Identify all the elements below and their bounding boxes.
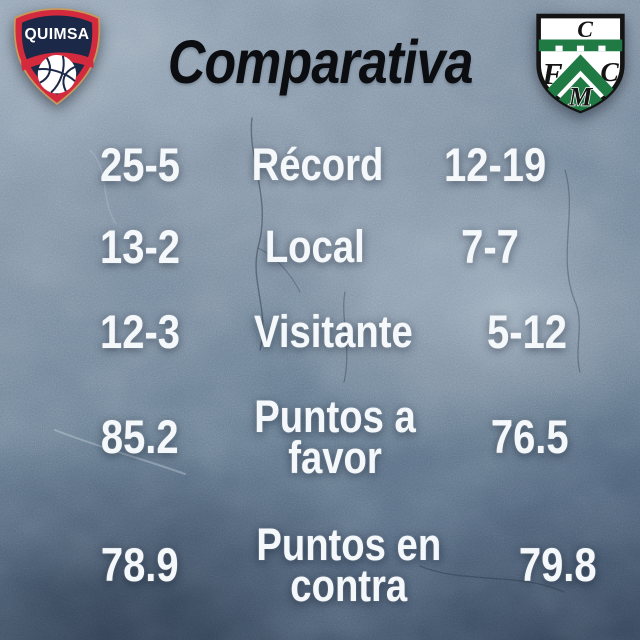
quimsa-logo-icon: QUIMSA [13, 8, 101, 106]
puntos-favor-label: Puntos a favor [254, 390, 416, 483]
ferro-visitante-value: 5-12 [486, 305, 567, 359]
page-title: Comparativa [167, 28, 474, 96]
ferro-local-value: 7-7 [461, 220, 519, 274]
table-row-puntos-contra: 78.9 Puntos en contra 79.8 [40, 492, 596, 638]
ferro-puntos-favor-value: 76.5 [491, 410, 569, 464]
quimsa-puntos-favor-value: 85.2 [101, 410, 179, 464]
quimsa-local-value: 13-2 [100, 220, 180, 274]
table-row-record: 25-5 Récord 12-19 [40, 118, 590, 212]
quimsa-visitante-value: 12-3 [100, 305, 180, 359]
quimsa-wordmark: QUIMSA [24, 26, 89, 43]
ferro-letter-top: C [577, 17, 593, 43]
record-label: Récord [251, 139, 384, 191]
quimsa-puntos-contra-value: 78.9 [101, 538, 179, 592]
ferro-letter-bottom: M [568, 81, 594, 111]
comparison-table: 25-5 Récord 12-19 13-2 Local 7-7 12-3 Vi… [40, 118, 596, 638]
basketball-icon [37, 54, 77, 94]
visitante-label: Visitante [254, 306, 413, 358]
ferro-chevron-fill [538, 76, 623, 111]
table-row-local: 13-2 Local 7-7 [40, 212, 590, 282]
ferro-battlement-notches [555, 45, 606, 52]
ferro-band [538, 39, 623, 52]
table-row-puntos-favor: 85.2 Puntos a favor 76.5 [40, 382, 590, 492]
puntos-contra-label: Puntos en contra [256, 518, 442, 611]
quimsa-record-value: 25-5 [100, 138, 180, 192]
table-row-visitante: 12-3 Visitante 5-12 [40, 282, 590, 382]
ferro-letter-right: C [600, 56, 619, 87]
local-label: Local [265, 221, 365, 273]
ferro-logo-icon: C F C M [536, 13, 625, 114]
quimsa-swoosh [21, 52, 94, 72]
ferro-puntos-contra-value: 79.8 [518, 538, 597, 592]
ferro-record-value: 12-19 [443, 138, 547, 192]
header: Comparativa [105, 32, 535, 93]
